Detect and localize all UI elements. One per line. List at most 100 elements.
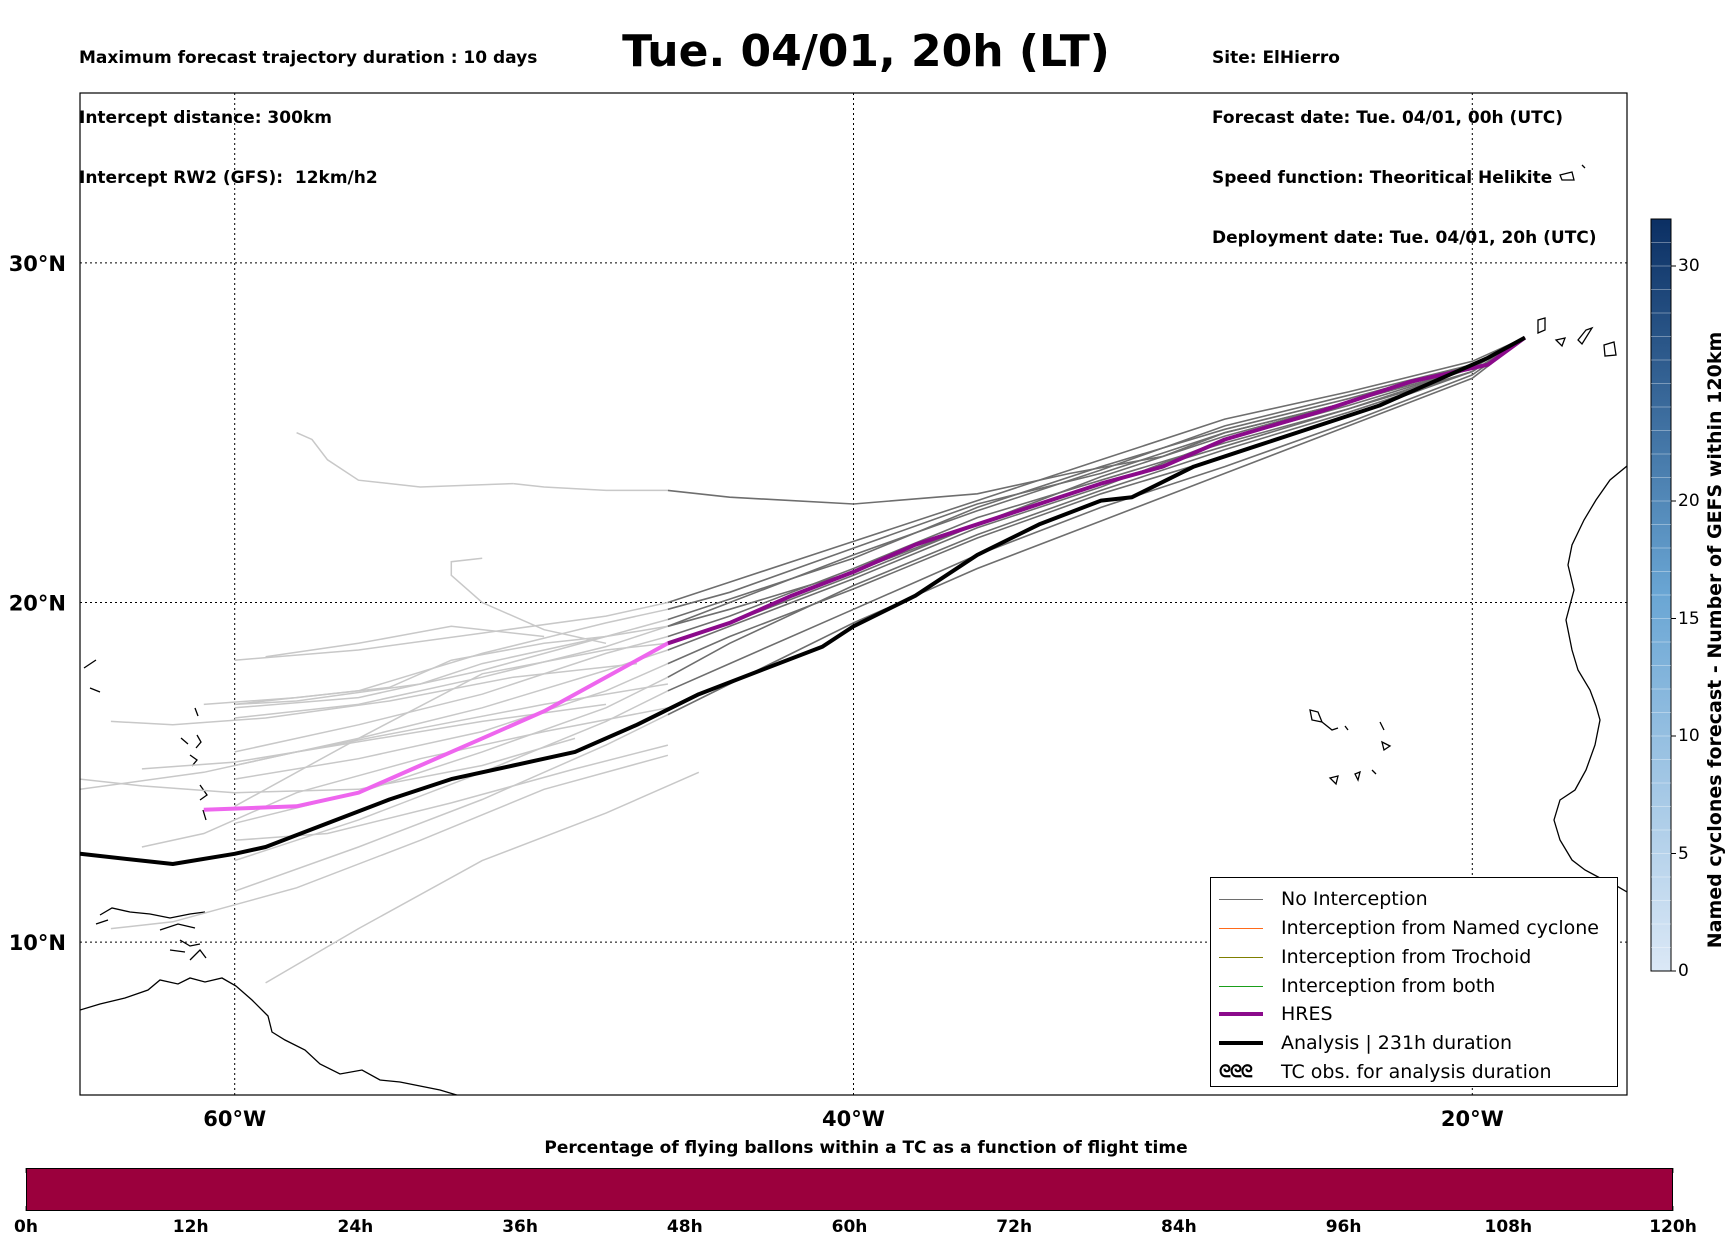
colorbar-bands [1651,242,1671,948]
ensemble-trajectory-extension [234,625,669,706]
colorbar-tick-label: 10 [1678,726,1700,746]
legend-swatch [1219,898,1263,900]
bottom-tick-label: 36h [502,1217,538,1237]
legend-swatch [1219,1041,1263,1045]
ensemble-trajectory-extension [234,662,669,780]
ensemble-trajectory-extension [234,649,669,767]
coastline-cape-verde [1309,709,1392,786]
colorbar-tick-label: 30 [1678,256,1700,276]
ensemble-trajectory [667,336,1526,716]
speed-function-text: Speed function: Theoritical Helikite [1212,168,1553,188]
ensemble-trajectory [667,336,1526,628]
coastline-south-america [80,977,459,1095]
bottom-bar-title: Percentage of flying ballons within a TC… [544,1138,1188,1158]
flight-time-bar [26,1168,1673,1211]
y-tick-labels: 10°N 20°N 30°N [9,252,66,955]
light-trajectory [265,771,700,984]
y-tick-label: 30°N [9,252,66,276]
ensemble-trajectory-extension [513,482,668,492]
coastline-caribbean-islands [95,907,207,961]
y-tick-label: 10°N [9,931,66,955]
legend-swatch [1219,985,1263,987]
x-tick-label: 60°W [203,1107,266,1131]
colorbar-tick-label: 0 [1678,961,1689,981]
plot-frame [79,92,1628,1096]
bottom-tick-label: 84h [1161,1217,1197,1237]
forecast-date-text: Forecast date: Tue. 04/01, 00h (UTC) [1212,108,1563,128]
legend-label: Interception from both [1281,975,1496,997]
deployment-date-text: Deployment date: Tue. 04/01, 20h (UTC) [1212,228,1597,248]
legend-label: Interception from Named cyclone [1281,917,1599,939]
ensemble-trajectory [667,336,1526,604]
legend-label: HRES [1281,1003,1333,1025]
legend-item-analysis: Analysis | 231h duration [1219,1029,1512,1057]
ensemble-trajectory-extension [234,713,669,892]
coastline-lesser-antilles [83,659,208,821]
ensemble-trajectory [667,336,1526,651]
analysis-trajectory [80,335,1526,866]
legend: No Interception Interception from Named … [1210,877,1618,1087]
coastline-layer [80,164,1627,1095]
light-trajectory [110,662,637,726]
light-trajectory [110,754,669,930]
ensemble-trajectory [667,336,1526,665]
legend-label: No Interception [1281,888,1428,910]
ensemble-trajectory-extension [234,601,669,661]
bottom-tick-label: 24h [337,1217,374,1237]
bottom-tick-label: 60h [831,1217,868,1237]
ensemble-trajectories [234,336,1526,892]
coastline-canary-islands [1537,317,1617,357]
colorbar [1650,218,1672,972]
coastline-africa [1553,465,1627,893]
legend-item-no-interception: No Interception [1219,885,1428,913]
bottom-tick-label: 120h [1649,1217,1697,1237]
ensemble-trajectory [667,336,1526,611]
legend-item-trochoid: Interception from Trochoid [1219,943,1531,971]
intercept-distance-text: Intercept distance: 300km [79,108,332,128]
legend-item-both: Interception from both [1219,972,1495,1000]
bottom-tick-label: 72h [996,1217,1033,1237]
coastline-madeira [1559,164,1586,181]
y-tick-label: 20°N [9,591,66,615]
site-text: Site: ElHierro [1212,48,1340,68]
legend-item-tc-obs: ᘓᘓᘓ TC obs. for analysis duration [1219,1058,1552,1086]
light-trajectory [450,557,607,645]
legend-item-named-cyclone: Interception from Named cyclone [1219,914,1599,942]
legend-label: Interception from Trochoid [1281,946,1532,968]
colorbar-label: Named cyclones forecast - Number of GEFS… [1704,331,1726,949]
chart-title: Tue. 04/01, 20h (LT) [622,26,1110,77]
ensemble-trajectory-extension [234,608,669,706]
ensemble-trajectory-extension [234,618,669,709]
bottom-tick-label: 48h [666,1217,703,1237]
ensemble-trajectory [667,336,1526,692]
ensemble-trajectory [667,336,1526,505]
legend-swatch [1219,927,1263,929]
x-tick-labels: 60°W 40°W 20°W [203,1107,1503,1131]
colorbar-tick-label: 15 [1678,608,1700,629]
ensemble-trajectory-extension [234,625,669,719]
hres-trajectory-extension [203,641,669,812]
legend-item-hres: HRES [1219,1000,1333,1028]
ensemble-trajectory-extension [234,642,668,807]
light-trajectory [296,432,514,488]
legend-label: Analysis | 231h duration [1281,1032,1513,1054]
bottom-tick-label: 0h [14,1217,38,1237]
light-trajectory [80,737,576,794]
x-tick-label: 20°W [1441,1107,1504,1131]
bottom-tick-label: 96h [1325,1217,1362,1237]
legend-swatch [1219,956,1263,958]
light-trajectory [141,703,607,770]
ensemble-trajectory [667,336,1526,678]
intercept-rw2-text: Intercept RW2 (GFS): 12km/h2 [79,168,378,188]
legend-label: TC obs. for analysis duration [1281,1061,1552,1083]
hres-trajectory [667,335,1527,646]
header-right: Site: ElHierro Forecast date: Tue. 04/01… [1212,8,1597,268]
bottom-tick-label: 12h [172,1217,209,1237]
legend-swatch [1219,1012,1263,1016]
colorbar-tick-label: 20 [1678,491,1700,511]
colorbar-tick-label: 5 [1678,843,1689,864]
light-trajectory [234,744,669,842]
light-trajectory [141,707,669,848]
header-left: Maximum forecast trajectory duration : 1… [79,8,537,208]
bottom-tick-label: 108h [1484,1217,1533,1237]
